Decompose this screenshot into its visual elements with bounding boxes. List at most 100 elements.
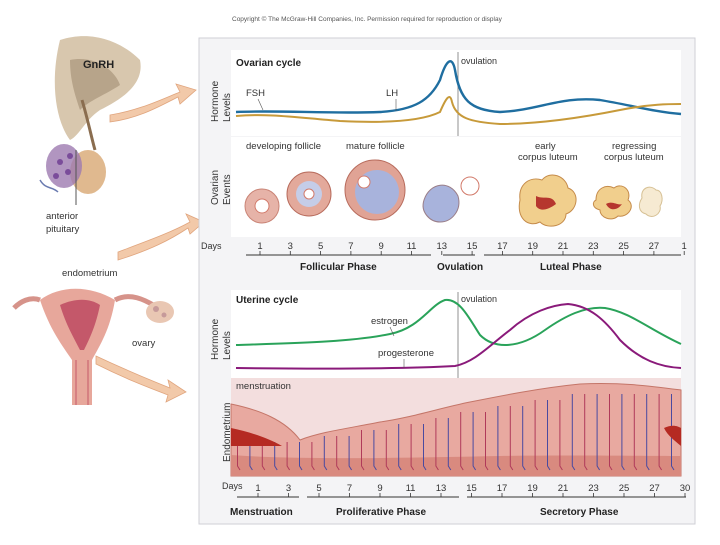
uterine-day-tick: 15 xyxy=(466,483,477,494)
spiral-artery xyxy=(609,394,613,471)
ovarian-day-tick: 21 xyxy=(558,241,569,252)
arrows xyxy=(95,83,205,403)
spiral-artery xyxy=(286,442,291,471)
uterine-day-tick: 3 xyxy=(286,483,291,494)
spiral-artery xyxy=(646,394,650,471)
menstruation-label: menstruation xyxy=(236,381,291,392)
spiral-artery xyxy=(633,394,638,471)
gnrh-label: GnRH xyxy=(83,59,114,71)
ovarian-day-tick: 13 xyxy=(437,241,448,252)
ovarian-day-tick: 11 xyxy=(407,241,417,252)
developing-follicle-label: developing follicle xyxy=(246,141,321,152)
ovarian-day-tick: 1 xyxy=(682,241,687,252)
spiral-artery xyxy=(274,442,278,471)
ovarian-day-tick: 7 xyxy=(348,241,353,252)
uterine-ovulation-label: ovulation xyxy=(461,294,497,304)
ovarian-day-tick: 27 xyxy=(649,241,660,252)
ovarian-hormone-ylabel: HormoneLevels xyxy=(210,80,233,122)
ovarian-day-tick: 1 xyxy=(257,241,262,252)
menstrual-bleed-right xyxy=(664,425,681,446)
spiral-artery xyxy=(621,394,625,471)
follicles xyxy=(244,159,480,224)
progesterone-label: progesterone xyxy=(378,348,434,359)
ovarian-day-tick: 3 xyxy=(288,241,293,252)
estrogen-label: estrogen xyxy=(371,316,408,327)
spiral-artery xyxy=(323,436,328,471)
uterine-day-tick: 23 xyxy=(588,483,599,494)
spiral-artery xyxy=(447,418,452,471)
ovary-label: ovary xyxy=(132,338,155,349)
mature-follicle-label: mature follicle xyxy=(346,141,405,152)
anterior-pituitary-label-line1: anterior xyxy=(46,211,78,222)
luteal-phase-label: Luteal Phase xyxy=(540,262,602,273)
endometrium-ylabel: Endometrium xyxy=(222,403,233,462)
regressing-corpus-luteum-label-1: regressing xyxy=(612,141,656,152)
uterine-day-tick: 7 xyxy=(347,483,352,494)
uterine-day-tick: 1 xyxy=(255,483,260,494)
spiral-artery xyxy=(348,436,353,471)
menstrual-bleed-left xyxy=(231,428,282,446)
spiral-artery xyxy=(571,394,576,471)
spiral-artery xyxy=(435,418,439,471)
early-corpus-luteum-label-1: early xyxy=(535,141,556,152)
spiral-artery xyxy=(336,436,340,471)
spiral-artery xyxy=(237,442,241,471)
ovarian-day-tick: 9 xyxy=(379,241,384,252)
corpora-lutea xyxy=(518,174,663,227)
endometrium-tissue xyxy=(230,382,682,477)
spiral-artery xyxy=(509,406,514,471)
uterus-illustration xyxy=(12,288,174,405)
ovarian-days-axis: 1 3 5 7 9 11 13 15 17 19 21 23 25 27 1 xyxy=(257,241,687,255)
ovarian-day-tick: 25 xyxy=(618,241,629,252)
spiral-artery xyxy=(584,394,588,471)
lh-label: LH xyxy=(386,88,398,99)
copyright-text: Copyright © The McGraw-Hill Companies, I… xyxy=(232,15,503,23)
ovarian-events-ylabel: OvarianEvents xyxy=(210,170,233,205)
uterine-day-tick: 30 xyxy=(680,483,691,494)
spiral-artery xyxy=(261,442,266,471)
menstruation-phase-label: Menstruation xyxy=(230,507,293,518)
spiral-artery xyxy=(361,430,365,471)
fsh-curve xyxy=(235,96,682,126)
estrogen-curve xyxy=(235,298,682,347)
ovarian-day-tick: 5 xyxy=(318,241,323,252)
regressing-corpus-luteum-label-2: corpus luteum xyxy=(604,152,664,163)
spiral-artery xyxy=(658,394,663,471)
ovulation-phase-label: Ovulation xyxy=(437,262,483,273)
uterine-cycle-title: Uterine cycle xyxy=(236,295,299,306)
uterine-day-tick: 13 xyxy=(436,483,447,494)
spiral-artery xyxy=(596,394,601,471)
uterine-day-tick: 11 xyxy=(406,483,416,494)
spiral-artery xyxy=(485,412,489,471)
follicular-phase-label: Follicular Phase xyxy=(300,262,377,273)
uterine-day-tick: 9 xyxy=(377,483,382,494)
spiral-artery xyxy=(299,442,303,471)
secretory-phase-label: Secretory Phase xyxy=(540,507,619,518)
spiral-artery xyxy=(385,430,390,471)
ovarian-day-tick: 17 xyxy=(497,241,508,252)
uterine-day-tick: 5 xyxy=(316,483,321,494)
uterine-days-label: Days xyxy=(222,481,243,491)
uterine-hormone-ylabel: HormoneLevels xyxy=(210,318,233,360)
ovarian-day-tick: 23 xyxy=(588,241,599,252)
spiral-artery xyxy=(249,442,253,471)
spiral-artery xyxy=(472,412,477,471)
spiral-artery xyxy=(423,424,427,471)
fsh-label: FSH xyxy=(246,88,265,99)
uterine-hormone-chart xyxy=(231,290,681,378)
spiral-artery xyxy=(373,430,377,471)
uterine-day-tick: 17 xyxy=(497,483,508,494)
spiral-artery xyxy=(497,406,501,471)
endometrium-label: endometrium xyxy=(62,268,118,279)
ovulation-label: ovulation xyxy=(461,56,497,66)
spiral-artery xyxy=(547,400,551,471)
spiral-artery xyxy=(311,442,315,471)
ovarian-day-tick: 19 xyxy=(527,241,538,252)
uterine-day-tick: 19 xyxy=(527,483,538,494)
spiral-arteries xyxy=(237,394,675,471)
spiral-artery xyxy=(460,412,464,471)
lh-curve xyxy=(235,60,682,116)
brain-pituitary-illustration xyxy=(39,36,141,205)
